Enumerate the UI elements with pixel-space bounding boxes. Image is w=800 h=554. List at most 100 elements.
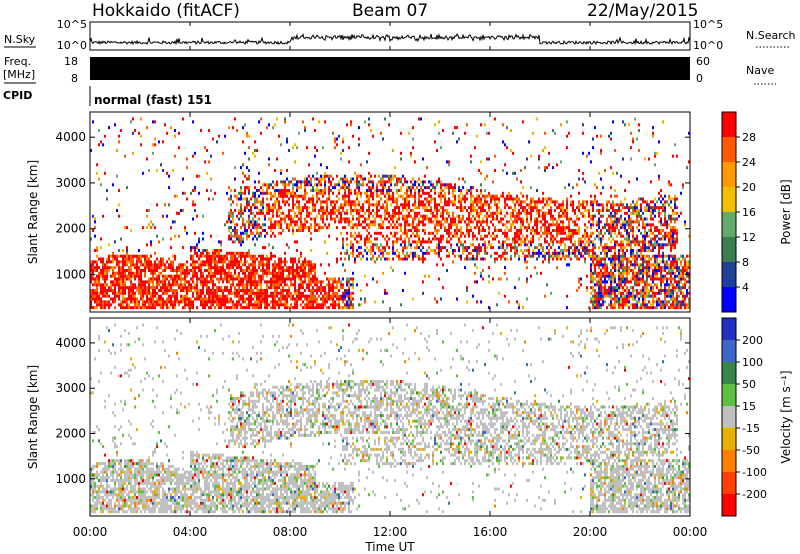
- echo-cell: [304, 180, 306, 184]
- echo-cell: [564, 186, 566, 190]
- echo-cell: [488, 226, 490, 230]
- echo-cell: [106, 294, 108, 298]
- echo-cell: [316, 191, 318, 195]
- echo-cell: [568, 251, 570, 255]
- echo-cell: [546, 197, 548, 201]
- echo-cell: [600, 240, 602, 244]
- echo-cell: [458, 206, 460, 210]
- echo-cell: [228, 289, 230, 292]
- echo-cell: [610, 260, 612, 264]
- echo-cell: [596, 209, 598, 212]
- echo-cell: [286, 266, 288, 270]
- echo-cell: [328, 286, 330, 290]
- echo-cell: [262, 269, 264, 272]
- echo-cell: [274, 271, 276, 275]
- echo-cell: [548, 260, 550, 264]
- echo-cell: [210, 154, 212, 158]
- echo-cell: [208, 269, 210, 272]
- echo-cell: [606, 229, 608, 232]
- echo-cell: [610, 254, 612, 258]
- echo-cell: [428, 200, 430, 204]
- echo-cell: [548, 229, 550, 232]
- echo-cell: [548, 197, 550, 201]
- echo-cell: [386, 174, 388, 178]
- echo-cell: [256, 297, 258, 301]
- echo-cell: [392, 174, 394, 178]
- echo-cell: [152, 271, 154, 275]
- echo-cell: [174, 280, 176, 284]
- echo-cell: [254, 214, 256, 218]
- echo-cell: [240, 266, 242, 270]
- echo-cell: [340, 257, 342, 261]
- echo-cell: [552, 229, 554, 232]
- echo-cell: [324, 294, 326, 298]
- echo-cell: [440, 186, 442, 190]
- echo-cell: [126, 246, 128, 250]
- echo-cell: [266, 191, 268, 195]
- echo-cell: [108, 289, 110, 292]
- echo-cell: [348, 203, 350, 207]
- echo-cell: [114, 274, 116, 278]
- echo-cell: [404, 220, 406, 224]
- echo-cell: [552, 240, 554, 244]
- cpid-value: normal (fast) 151: [94, 93, 212, 107]
- echo-cell: [252, 237, 254, 241]
- echo-cell: [230, 189, 232, 192]
- echo-cell: [610, 289, 612, 292]
- echo-cell: [106, 291, 108, 295]
- echo-cell: [348, 257, 350, 261]
- echo-cell: [258, 209, 260, 212]
- echo-cell: [146, 257, 148, 261]
- echo-cell: [258, 260, 260, 264]
- echo-cell: [420, 117, 422, 121]
- echo-cell: [558, 223, 560, 227]
- echo-cell: [322, 174, 324, 178]
- echo-cell: [600, 243, 602, 247]
- echo-cell: [580, 251, 582, 255]
- echo-cell: [200, 269, 202, 272]
- echo-cell: [310, 217, 312, 221]
- echo-cell: [450, 200, 452, 204]
- echo-cell: [236, 194, 238, 198]
- echo-cell: [300, 220, 302, 224]
- echo-cell: [152, 286, 154, 290]
- echo-cell: [334, 277, 336, 281]
- echo-cell: [298, 209, 300, 212]
- echo-cell: [310, 289, 312, 292]
- echo-cell: [288, 289, 290, 292]
- echo-cell: [190, 269, 192, 272]
- echo-cell: [466, 257, 468, 261]
- echo-cell: [254, 257, 256, 261]
- echo-cell: [140, 277, 142, 281]
- echo-cell: [458, 254, 460, 258]
- echo-cell: [420, 203, 422, 207]
- echo-cell: [402, 289, 404, 292]
- echo-cell: [480, 249, 482, 252]
- echo-cell: [336, 297, 338, 301]
- echo-cell: [460, 189, 462, 192]
- echo-cell: [334, 206, 336, 210]
- echo-cell: [516, 200, 518, 204]
- echo-cell: [428, 180, 430, 184]
- echo-cell: [518, 211, 520, 215]
- echo-cell: [132, 306, 134, 310]
- echo-cell: [100, 269, 102, 272]
- echo-cell: [112, 271, 114, 275]
- echo-cell: [404, 200, 406, 204]
- echo-cell: [220, 274, 222, 278]
- echo-cell: [480, 211, 482, 215]
- echo-cell: [266, 206, 268, 210]
- echo-cell: [118, 249, 120, 252]
- echo-cell: [512, 171, 514, 175]
- echo-cell: [592, 217, 594, 221]
- echo-cell: [438, 220, 440, 224]
- echo-cell: [396, 237, 398, 241]
- echo-cell: [498, 277, 500, 281]
- echo-cell: [470, 186, 472, 190]
- echo-cell: [142, 289, 144, 292]
- echo-cell: [238, 240, 240, 244]
- echo-cell: [294, 269, 296, 272]
- echo-cell: [606, 203, 608, 207]
- echo-cell: [494, 203, 496, 207]
- echo-cell: [296, 194, 298, 198]
